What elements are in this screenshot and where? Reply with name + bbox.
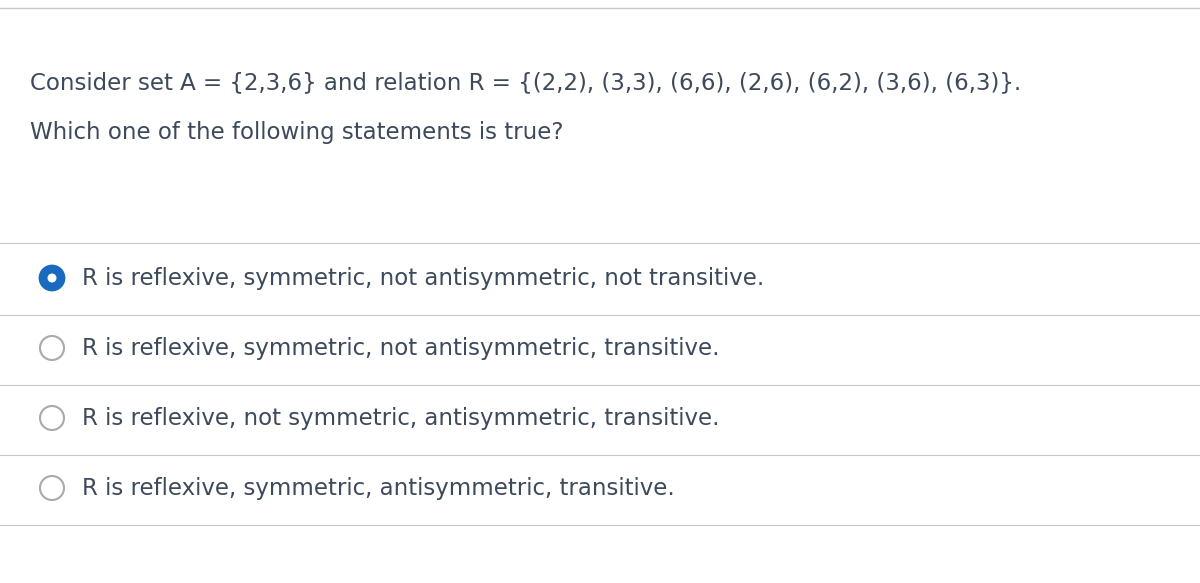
- Text: R is reflexive, not symmetric, antisymmetric, transitive.: R is reflexive, not symmetric, antisymme…: [82, 406, 720, 430]
- Text: R is reflexive, symmetric, not antisymmetric, transitive.: R is reflexive, symmetric, not antisymme…: [82, 336, 720, 360]
- Text: Which one of the following statements is true?: Which one of the following statements is…: [30, 121, 564, 145]
- Text: R is reflexive, symmetric, antisymmetric, transitive.: R is reflexive, symmetric, antisymmetric…: [82, 476, 674, 500]
- Circle shape: [40, 266, 64, 290]
- Text: Consider set A = {2,3,6} and relation R = {(2,2), (3,3), (6,6), (2,6), (6,2), (3: Consider set A = {2,3,6} and relation R …: [30, 72, 1021, 94]
- Circle shape: [48, 273, 56, 283]
- Text: R is reflexive, symmetric, not antisymmetric, not transitive.: R is reflexive, symmetric, not antisymme…: [82, 266, 764, 290]
